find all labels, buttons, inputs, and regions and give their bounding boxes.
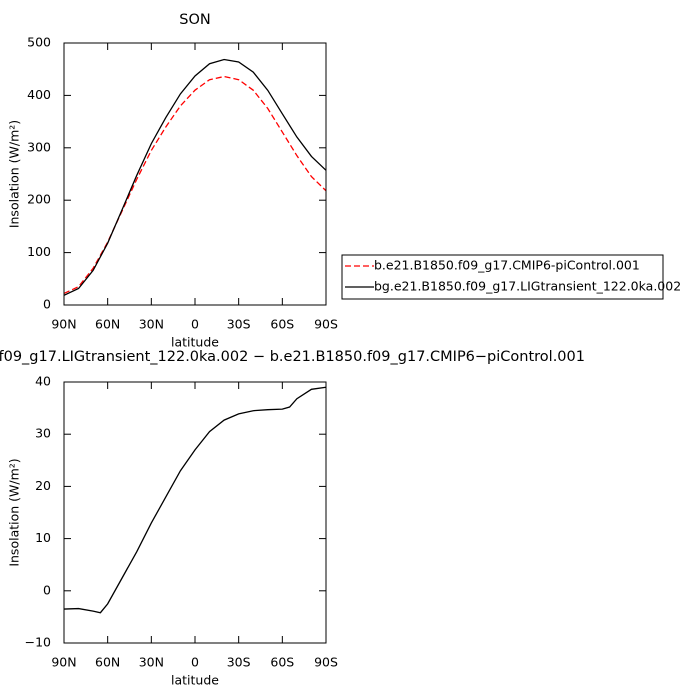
- y-tick-label: 20: [35, 478, 51, 493]
- data-line: [63, 58, 327, 296]
- legend-box: [341, 254, 664, 300]
- y-tick-label: 400: [27, 87, 51, 102]
- y-axis-label: Insolation (W/m²): [7, 120, 22, 228]
- x-tick-label: 60S: [270, 317, 294, 332]
- y-tick-label: 300: [27, 139, 51, 154]
- y-tick-label: 0: [43, 297, 51, 312]
- chart-title: bg.e21.B1850.f09_g17.LIGtransient_122.0k…: [0, 349, 585, 365]
- x-tick-label: 60S: [270, 655, 294, 670]
- y-axis-label: Insolation (W/m²): [7, 458, 22, 566]
- plot-frame: [63, 42, 327, 306]
- data-line: [63, 386, 327, 614]
- data-line: [63, 75, 327, 295]
- x-tick-label: 60N: [95, 655, 120, 670]
- x-tick-label: 90S: [314, 317, 338, 332]
- plot-frame: [63, 381, 327, 644]
- y-tick-label: −10: [25, 635, 51, 650]
- y-tick-label: 100: [27, 244, 51, 259]
- x-tick-label: 30N: [139, 655, 164, 670]
- x-axis-label: latitude: [171, 335, 219, 350]
- x-tick-label: 30S: [227, 655, 251, 670]
- y-tick-label: 500: [27, 35, 51, 50]
- chart-title: SON: [179, 12, 210, 28]
- x-tick-label: 90S: [314, 655, 338, 670]
- x-tick-label: 90N: [51, 655, 76, 670]
- legend-entry: bg.e21.B1850.f09_g17.LIGtransient_122.0k…: [374, 279, 681, 294]
- x-tick-label: 0: [191, 317, 199, 332]
- y-tick-label: 0: [43, 582, 51, 597]
- y-tick-label: 30: [35, 426, 51, 441]
- x-tick-label: 30N: [139, 317, 164, 332]
- x-axis-label: latitude: [171, 673, 219, 688]
- y-tick-label: 200: [27, 192, 51, 207]
- y-tick-label: 40: [35, 374, 51, 389]
- x-tick-label: 30S: [227, 317, 251, 332]
- y-tick-label: 10: [35, 530, 51, 545]
- legend-entry: b.e21.B1850.f09_g17.CMIP6-piControl.001: [374, 258, 640, 273]
- x-tick-label: 0: [191, 655, 199, 670]
- x-tick-label: 90N: [51, 317, 76, 332]
- x-tick-label: 60N: [95, 317, 120, 332]
